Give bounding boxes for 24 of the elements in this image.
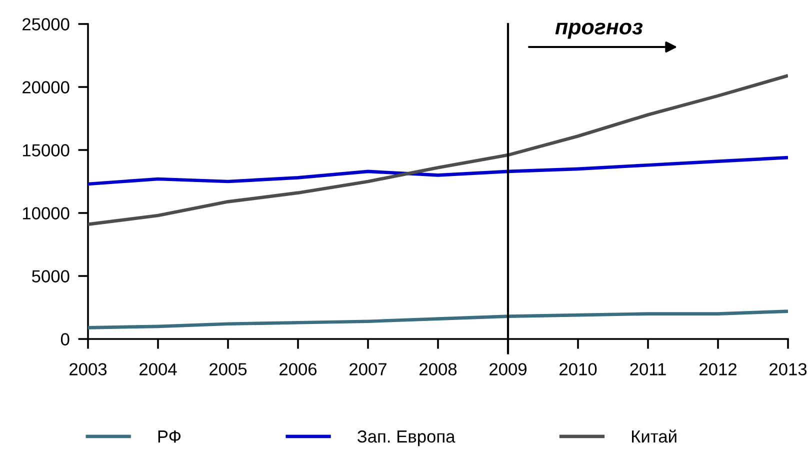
y-tick-label: 25000 — [22, 18, 70, 30]
x-tick-label: 2009 — [490, 363, 526, 376]
legend-label: Зап. Европа — [357, 430, 456, 446]
x-tick-label: 2006 — [280, 363, 317, 376]
line-series — [88, 74, 788, 226]
x-tick-label: 2008 — [420, 363, 457, 376]
annotation: прогноз — [555, 22, 643, 39]
y-tick-label: 10000 — [22, 207, 70, 220]
x-tick-label: 2007 — [350, 363, 386, 376]
x-tick-label: 2010 — [560, 363, 597, 376]
x-tick-label: 2004 — [140, 363, 177, 376]
line-series — [88, 310, 788, 330]
x-tick-label: 2013 — [770, 363, 807, 376]
y-tick-label: 5000 — [32, 270, 70, 282]
x-tick-label: 2012 — [700, 363, 736, 376]
legend-label: РФ — [158, 430, 181, 443]
legend-label: Китай — [632, 430, 676, 443]
x-tick-label: 2011 — [630, 363, 666, 376]
line-series — [88, 156, 788, 186]
y-tick-label: 0 — [60, 333, 70, 346]
y-tick-label: 15000 — [22, 144, 70, 156]
y-tick-label: 20000 — [22, 81, 70, 94]
x-tick-label: 2003 — [70, 363, 107, 376]
x-tick-label: 2005 — [210, 363, 247, 376]
